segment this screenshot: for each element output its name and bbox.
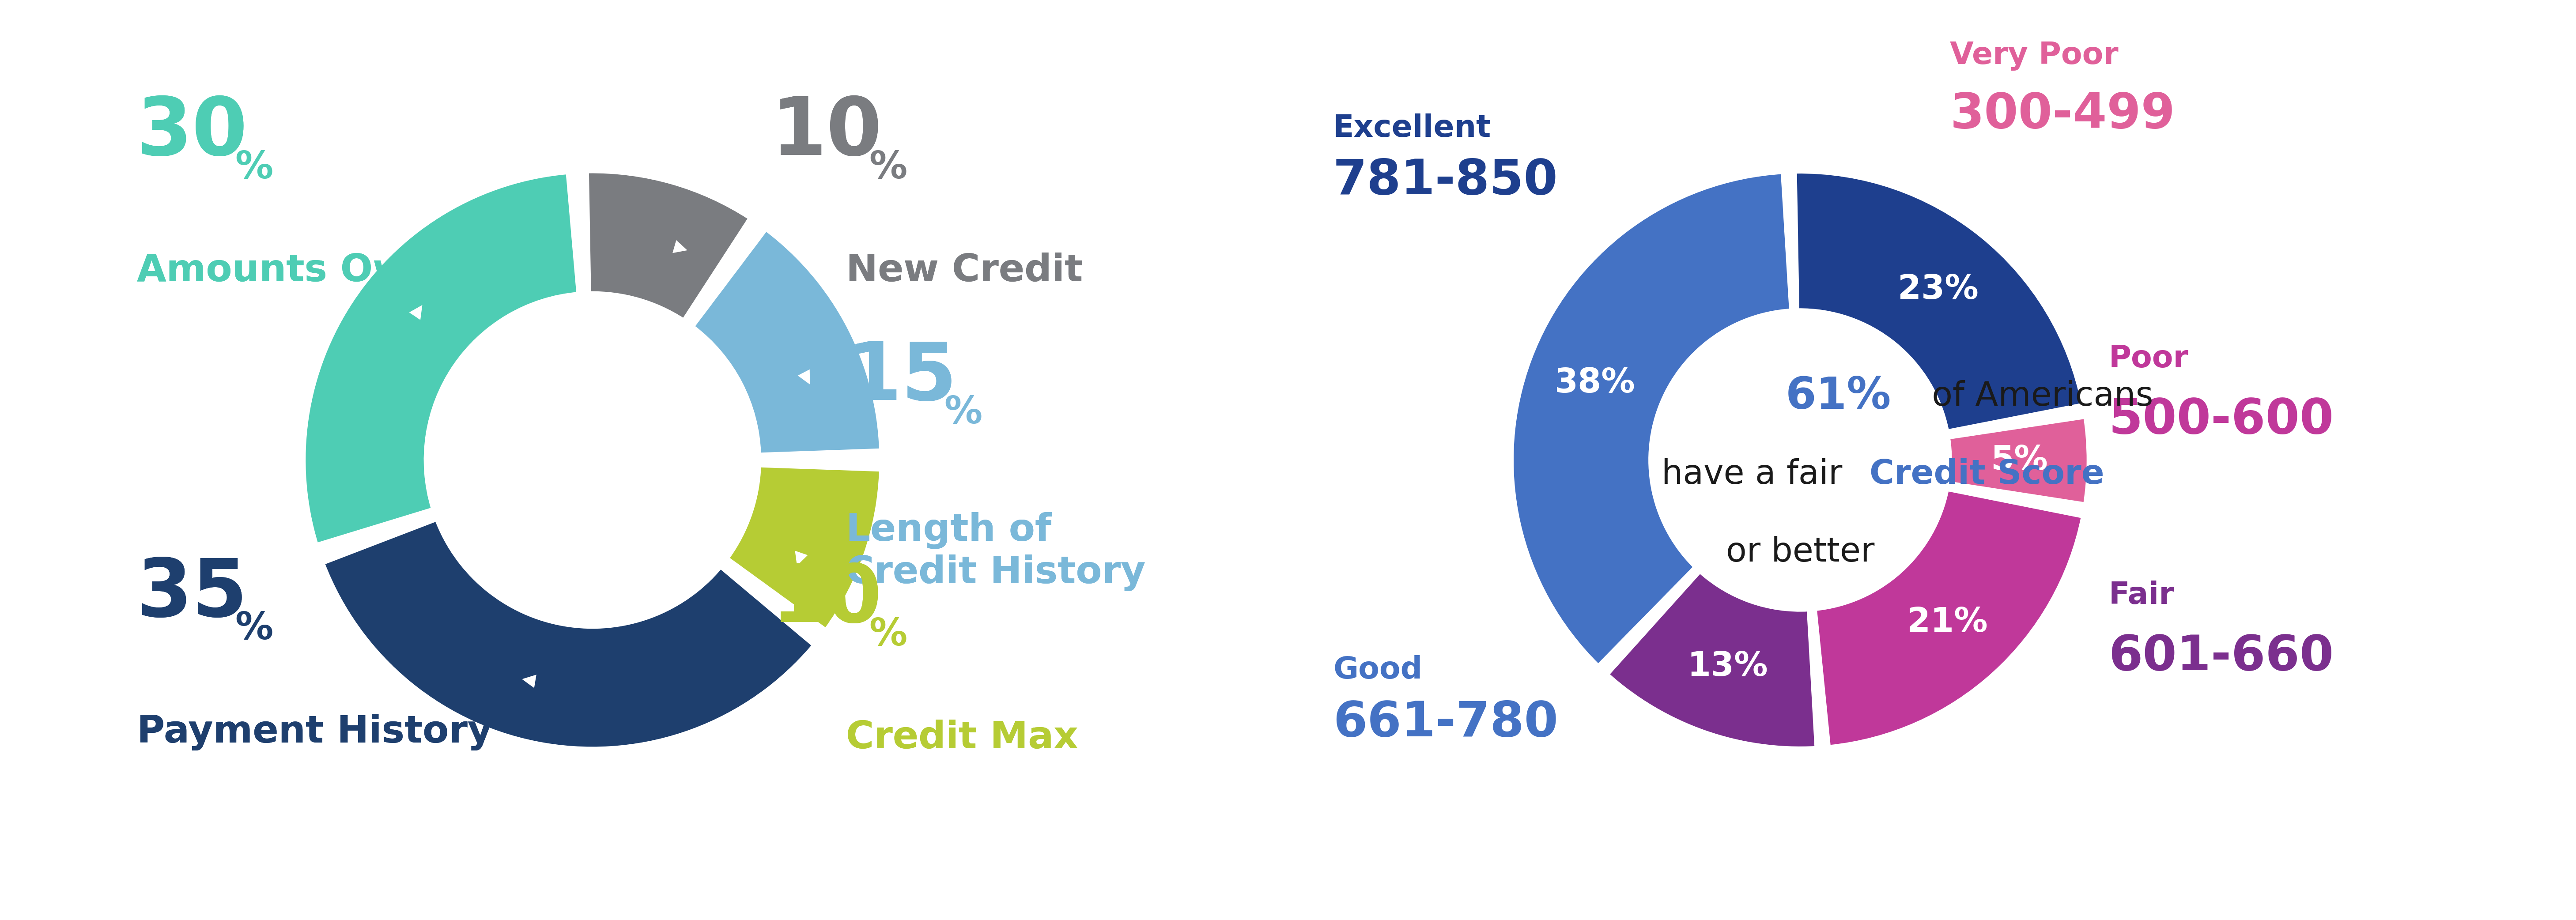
Text: Good: Good bbox=[1332, 655, 1422, 684]
Text: 10: 10 bbox=[770, 561, 881, 638]
Wedge shape bbox=[304, 173, 577, 545]
Text: 601-660: 601-660 bbox=[2110, 633, 2334, 680]
Text: 500-600: 500-600 bbox=[2110, 397, 2334, 443]
Text: Credit Max: Credit Max bbox=[845, 719, 1079, 756]
Text: 10: 10 bbox=[770, 94, 881, 172]
Text: 35: 35 bbox=[137, 556, 247, 633]
Text: 35%: 35% bbox=[137, 585, 255, 633]
Text: %: % bbox=[868, 616, 907, 653]
Text: 21%: 21% bbox=[1906, 606, 1989, 638]
Text: Length of
Credit History: Length of Credit History bbox=[845, 512, 1146, 592]
Text: Excellent: Excellent bbox=[1332, 113, 1492, 143]
Text: 15%: 15% bbox=[845, 369, 963, 417]
Wedge shape bbox=[729, 466, 881, 629]
Text: 30: 30 bbox=[137, 94, 247, 172]
Text: of Americans: of Americans bbox=[1922, 380, 2154, 413]
Text: 781-850: 781-850 bbox=[1332, 157, 1558, 204]
Wedge shape bbox=[1947, 417, 2089, 504]
Wedge shape bbox=[1816, 489, 2084, 747]
Text: 13%: 13% bbox=[1687, 650, 1767, 683]
Text: %: % bbox=[945, 395, 981, 431]
Text: Credit Score: Credit Score bbox=[1870, 458, 2105, 490]
Text: 10%: 10% bbox=[770, 591, 889, 638]
Text: %: % bbox=[234, 611, 273, 648]
Text: Poor: Poor bbox=[2110, 344, 2190, 374]
Text: 15: 15 bbox=[845, 339, 958, 417]
Wedge shape bbox=[325, 520, 814, 748]
Text: Payment History: Payment History bbox=[137, 714, 492, 751]
Text: 30%: 30% bbox=[137, 124, 255, 172]
Text: %: % bbox=[868, 150, 907, 186]
Text: have a fair: have a fair bbox=[1662, 458, 1852, 490]
Text: Fair: Fair bbox=[2110, 581, 2174, 610]
Text: %: % bbox=[234, 150, 273, 186]
Text: 10: 10 bbox=[770, 94, 881, 172]
Text: 38%: 38% bbox=[1553, 367, 1636, 399]
Text: 10%: 10% bbox=[770, 124, 889, 172]
Text: Payment History: Payment History bbox=[137, 714, 492, 751]
Text: Length of
Credit History: Length of Credit History bbox=[845, 512, 1146, 592]
Text: Amounts Owed: Amounts Owed bbox=[137, 252, 461, 289]
Text: New Credit: New Credit bbox=[845, 252, 1082, 289]
Wedge shape bbox=[1512, 172, 1790, 666]
Text: New Credit: New Credit bbox=[845, 252, 1082, 289]
Text: Amounts Owed: Amounts Owed bbox=[137, 252, 461, 289]
Text: or better: or better bbox=[1726, 536, 1875, 569]
Text: 15: 15 bbox=[845, 339, 958, 417]
Text: 10: 10 bbox=[770, 561, 881, 638]
Wedge shape bbox=[693, 230, 881, 454]
Text: Very Poor: Very Poor bbox=[1950, 41, 2117, 71]
Text: 30: 30 bbox=[137, 94, 247, 172]
Text: 661-780: 661-780 bbox=[1332, 699, 1558, 746]
Wedge shape bbox=[1607, 571, 1816, 748]
Text: 35: 35 bbox=[137, 556, 247, 633]
Wedge shape bbox=[1795, 172, 2084, 431]
Text: 5%: 5% bbox=[1991, 444, 2048, 477]
Wedge shape bbox=[587, 172, 750, 320]
Text: Credit Max: Credit Max bbox=[845, 719, 1079, 756]
Text: 23%: 23% bbox=[1899, 273, 1978, 306]
Text: 300-499: 300-499 bbox=[1950, 91, 2174, 138]
Text: 61%: 61% bbox=[1785, 375, 1891, 418]
